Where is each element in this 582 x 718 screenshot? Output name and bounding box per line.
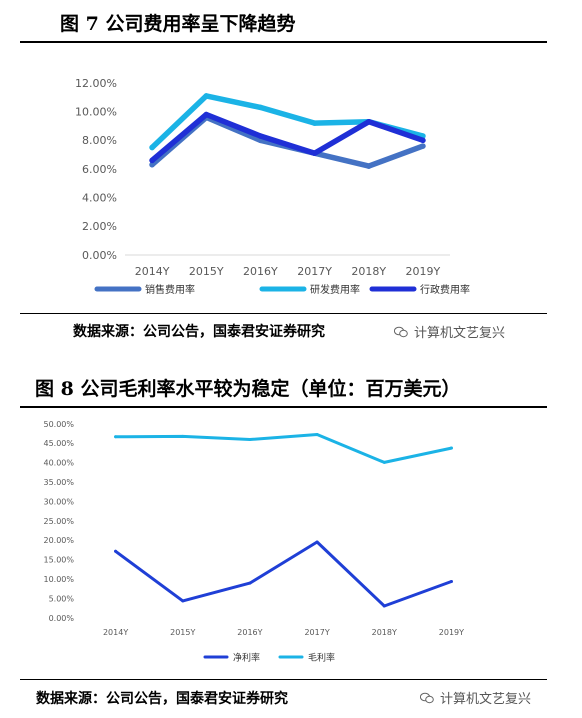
figure8-watermark: 计算机文艺复兴	[420, 688, 531, 707]
figure8-title: 图 8 公司毛利率水平较为稳定（单位：百万美元）	[35, 378, 461, 400]
x-tick-label: 2019Y	[406, 265, 441, 278]
data-point	[149, 144, 155, 151]
data-point	[315, 432, 319, 436]
data-point	[181, 599, 185, 603]
y-tick-label: 15.00%	[43, 556, 74, 565]
x-tick-label: 2014Y	[103, 628, 128, 637]
y-tick-label: 35.00%	[43, 478, 74, 487]
figure7-chart: 0.00% 2.00% 4.00% 6.00% 8.00% 10.00% 12.00% 201…	[75, 77, 470, 296]
x-tick-label: 2017Y	[297, 265, 332, 278]
y-tick-label: 6.00%	[82, 163, 117, 176]
x-tick-label: 2018Y	[372, 628, 397, 637]
figure7-top-rule	[20, 41, 547, 43]
data-point	[449, 446, 453, 450]
y-tick-label: 10.00%	[43, 575, 74, 584]
data-point	[248, 581, 252, 585]
legend-label: 净利率	[233, 651, 260, 663]
x-tick-label: 2016Y	[243, 265, 278, 278]
y-tick-label: 0.00%	[49, 614, 75, 623]
y-tick-label: 50.00%	[43, 420, 74, 429]
data-point	[149, 161, 155, 168]
figure7-source: 数据来源：公司公告，国泰君安证券研究	[73, 324, 325, 340]
data-point	[366, 163, 372, 169]
x-tick-label: 2017Y	[304, 628, 329, 637]
watermark-text: 计算机文艺复兴	[414, 326, 506, 341]
figure7-watermark: 计算机文艺复兴	[394, 322, 505, 341]
y-tick-label: 10.00%	[75, 106, 117, 119]
data-point	[366, 118, 372, 125]
x-tick-label: 2018Y	[351, 265, 386, 278]
figure8-bottom-rule	[20, 679, 547, 680]
series-line-2	[114, 433, 453, 464]
data-point	[248, 438, 252, 442]
legend-label: 研发费用率	[310, 283, 360, 296]
data-point	[114, 435, 118, 439]
data-point	[382, 604, 386, 608]
figure7-title: 图 7 公司费用率呈下降趋势	[60, 13, 296, 35]
series-line-2	[149, 93, 426, 151]
y-tick-label: 25.00%	[43, 517, 74, 526]
y-tick-label: 2.00%	[82, 220, 117, 233]
x-tick-label: 2015Y	[189, 265, 224, 278]
x-tick-label: 2016Y	[237, 628, 262, 637]
data-point	[114, 549, 118, 553]
data-point	[149, 157, 155, 164]
data-point	[257, 104, 264, 111]
data-point	[311, 120, 318, 126]
data-point	[420, 137, 426, 144]
figure7-bottom-rule	[20, 313, 547, 314]
y-tick-label: 4.00%	[82, 192, 117, 205]
data-point	[311, 150, 318, 156]
x-tick-label: 2019Y	[439, 628, 464, 637]
y-tick-label: 40.00%	[43, 459, 74, 468]
wechat-icon	[420, 692, 434, 703]
data-point	[449, 580, 453, 584]
data-point	[203, 111, 209, 118]
y-tick-label: 0.00%	[82, 249, 117, 262]
legend-label: 销售费用率	[145, 283, 195, 296]
data-point	[257, 133, 264, 139]
series-line-1	[114, 540, 453, 608]
x-tick-label: 2014Y	[135, 265, 170, 278]
watermark-text: 计算机文艺复兴	[440, 692, 532, 707]
legend-label: 行政费用率	[420, 283, 470, 296]
data-point	[203, 93, 209, 99]
y-tick-label: 5.00%	[49, 594, 75, 603]
data-point	[181, 434, 185, 438]
y-tick-label: 20.00%	[43, 536, 74, 545]
y-tick-label: 8.00%	[82, 134, 117, 147]
legend-label: 毛利率	[308, 651, 335, 663]
y-tick-label: 30.00%	[43, 497, 74, 506]
x-tick-label: 2015Y	[170, 628, 195, 637]
figure8-top-rule	[20, 406, 547, 408]
y-tick-label: 45.00%	[43, 439, 74, 448]
y-tick-label: 12.00%	[75, 77, 117, 90]
data-point	[315, 540, 319, 544]
data-point	[420, 143, 426, 149]
figure8-source: 数据来源：公司公告，国泰君安证券研究	[36, 691, 288, 707]
figure8-chart: 0.00% 5.00% 10.00% 15.00% 20.00% 25.00% 30.00%…	[43, 420, 464, 664]
series-line-3	[149, 111, 426, 164]
wechat-icon	[394, 326, 408, 337]
data-point	[382, 460, 386, 464]
